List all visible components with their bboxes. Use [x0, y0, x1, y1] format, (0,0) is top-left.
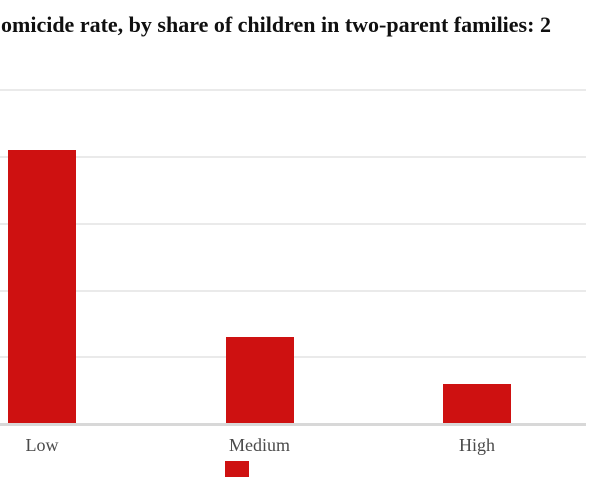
gridline	[0, 289, 586, 292]
gridline	[0, 156, 586, 159]
bar-low	[8, 150, 76, 424]
x-axis-label-high: High	[459, 435, 495, 455]
plot-area	[0, 57, 600, 477]
gridline	[0, 222, 586, 225]
x-axis-line	[0, 423, 586, 426]
gridline	[0, 89, 586, 92]
bar-medium	[225, 337, 294, 424]
legend-swatch	[225, 461, 249, 477]
chart-title: omicide rate, by share of children in tw…	[1, 12, 551, 37]
x-axis-label-medium: Medium	[229, 435, 290, 455]
x-axis-label-low: Low	[25, 435, 59, 455]
bar-high	[443, 383, 511, 424]
